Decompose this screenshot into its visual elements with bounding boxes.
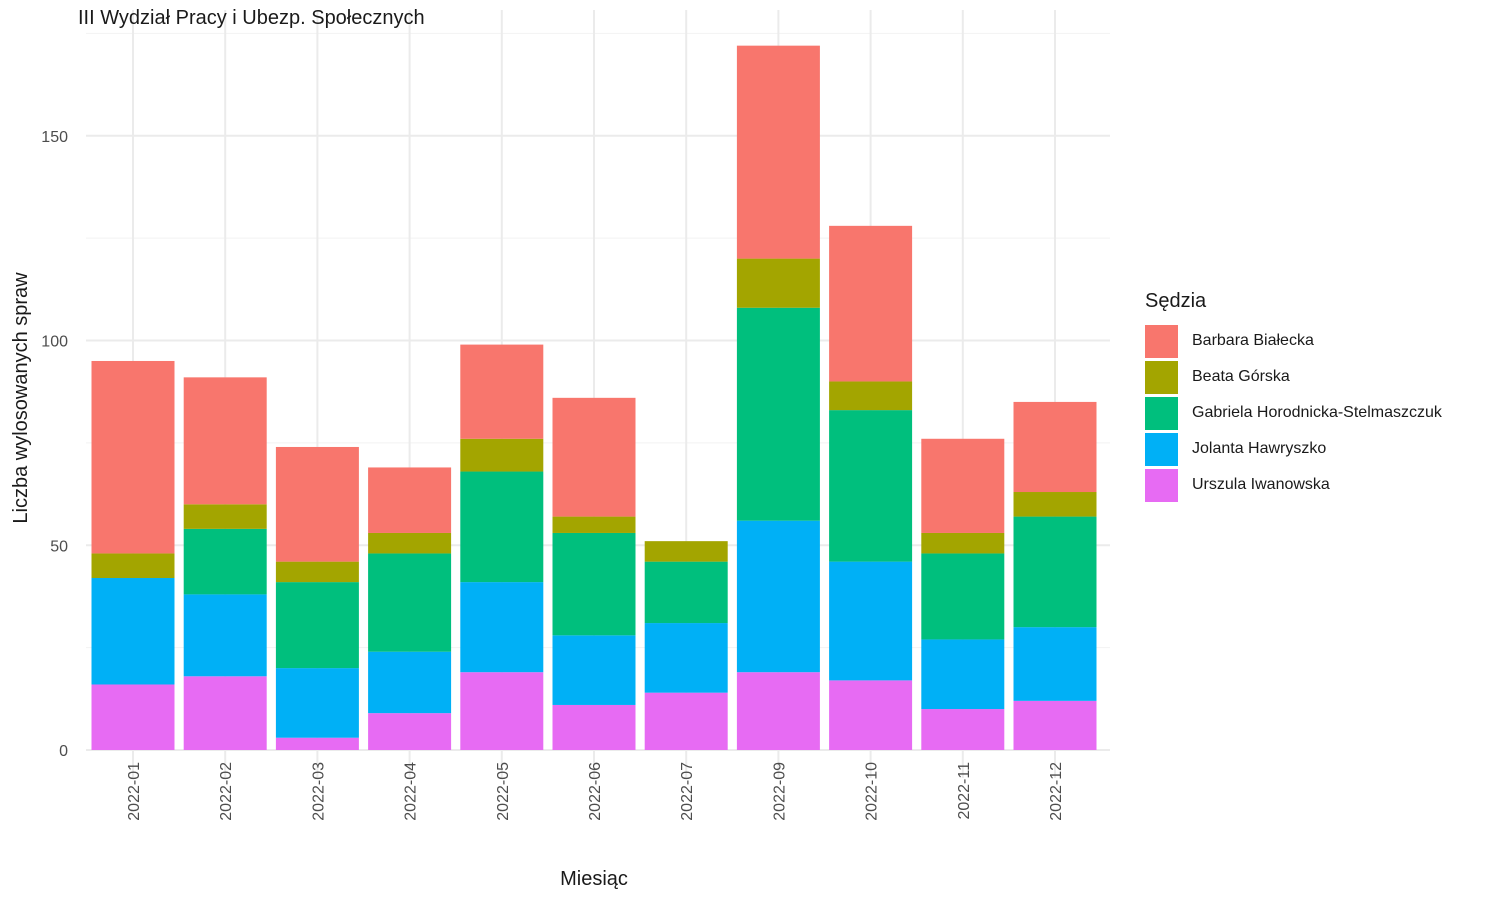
bar-segment bbox=[552, 635, 636, 705]
bar-segment bbox=[183, 676, 267, 750]
bar-segment bbox=[183, 528, 267, 595]
bar-segment bbox=[91, 578, 175, 685]
bar-segment bbox=[736, 520, 820, 673]
bar-segment bbox=[921, 438, 1005, 533]
bar-segment bbox=[1013, 627, 1097, 701]
legend: Sędzia Barbara Białecka Beata Górska Gabri… bbox=[1145, 290, 1442, 503]
x-tick-label: 2022-06 bbox=[587, 762, 604, 821]
bar-segment bbox=[736, 258, 820, 308]
legend-key bbox=[1145, 360, 1178, 394]
bar-segment bbox=[1013, 401, 1097, 493]
bar-segment bbox=[736, 672, 820, 750]
bar-segment bbox=[736, 45, 820, 259]
bar-segment bbox=[368, 553, 452, 652]
legend-key bbox=[1145, 396, 1178, 430]
bar-segment bbox=[91, 360, 175, 554]
bar-segment bbox=[460, 471, 544, 583]
x-tick-label: 2022-01 bbox=[126, 762, 143, 821]
legend-label: Barbara Białecka bbox=[1192, 332, 1314, 349]
bar-segment bbox=[921, 532, 1005, 554]
bar-segment bbox=[460, 438, 544, 472]
y-axis-title: Liczba wylosowanych spraw bbox=[10, 272, 32, 524]
bar-segment bbox=[921, 553, 1005, 640]
x-tick-label: 2022-02 bbox=[218, 762, 235, 821]
bar-segment bbox=[644, 623, 728, 693]
bar-segment bbox=[275, 582, 359, 669]
bar-segment bbox=[275, 561, 359, 583]
x-tick-label: 2022-05 bbox=[495, 762, 512, 821]
bar-segment bbox=[460, 344, 544, 439]
bar-segment bbox=[275, 668, 359, 738]
bar-segment bbox=[183, 504, 267, 529]
bar-segment bbox=[829, 225, 913, 382]
legend-item: Urszula Iwanowska bbox=[1145, 467, 1442, 503]
bar-segment bbox=[368, 467, 452, 533]
bar-segment bbox=[644, 561, 728, 624]
bar-segment bbox=[368, 713, 452, 750]
legend-key bbox=[1145, 432, 1178, 466]
bar-segment bbox=[644, 692, 728, 750]
legend-item: Jolanta Hawryszko bbox=[1145, 431, 1442, 467]
bar-segment bbox=[921, 709, 1005, 750]
bar-segment bbox=[921, 639, 1005, 710]
legend-label: Urszula Iwanowska bbox=[1192, 476, 1330, 493]
bar-segment bbox=[552, 704, 636, 750]
bar-segment bbox=[91, 684, 175, 750]
bar-segment bbox=[552, 532, 636, 636]
bar-segment bbox=[829, 561, 913, 681]
y-tick-label: 50 bbox=[50, 538, 68, 555]
x-tick-label: 2022-04 bbox=[403, 762, 420, 821]
bar-segment bbox=[1013, 516, 1097, 628]
bar-segment bbox=[368, 532, 452, 554]
legend-label: Beata Górska bbox=[1192, 368, 1290, 385]
x-tick-label: 2022-10 bbox=[864, 762, 881, 821]
x-axis-title: Miesiąc bbox=[560, 868, 628, 890]
bar-segment bbox=[552, 397, 636, 517]
bar-segment bbox=[1013, 492, 1097, 517]
legend-label: Gabriela Horodnicka-Stelmaszczuk bbox=[1192, 404, 1442, 421]
bar-segment bbox=[644, 541, 728, 562]
bar-segment bbox=[183, 594, 267, 677]
bar-segment bbox=[460, 672, 544, 750]
bar-segment bbox=[552, 516, 636, 533]
bar-segment bbox=[829, 680, 913, 750]
legend-item: Beata Górska bbox=[1145, 359, 1442, 395]
bar-segment bbox=[1013, 700, 1097, 750]
legend-key bbox=[1145, 468, 1178, 502]
x-tick-label: 2022-11 bbox=[956, 762, 973, 820]
y-tick-label: 100 bbox=[41, 334, 68, 351]
legend-key bbox=[1145, 324, 1178, 358]
bar-segment bbox=[368, 651, 452, 714]
bar-segment bbox=[183, 377, 267, 505]
legend-item: Barbara Białecka bbox=[1145, 323, 1442, 359]
bar-segment bbox=[460, 582, 544, 673]
legend-item: Gabriela Horodnicka-Stelmaszczuk bbox=[1145, 395, 1442, 431]
x-tick-label: 2022-09 bbox=[771, 762, 788, 821]
bar-segment bbox=[275, 737, 359, 750]
x-tick-label: 2022-03 bbox=[310, 762, 327, 821]
y-tick-label: 0 bbox=[59, 743, 68, 760]
bar-segment bbox=[275, 446, 359, 562]
bar-segment bbox=[829, 410, 913, 562]
bar-segment bbox=[829, 381, 913, 411]
chart-title: III Wydział Pracy i Ubezp. Społecznych bbox=[78, 7, 425, 29]
bar-segment bbox=[736, 307, 820, 521]
x-tick-label: 2022-12 bbox=[1048, 762, 1065, 821]
bar-segment bbox=[91, 553, 175, 579]
legend-label: Jolanta Hawryszko bbox=[1192, 440, 1327, 457]
x-tick-label: 2022-07 bbox=[679, 762, 696, 821]
y-tick-label: 150 bbox=[41, 129, 68, 146]
legend-title: Sędzia bbox=[1145, 290, 1207, 312]
